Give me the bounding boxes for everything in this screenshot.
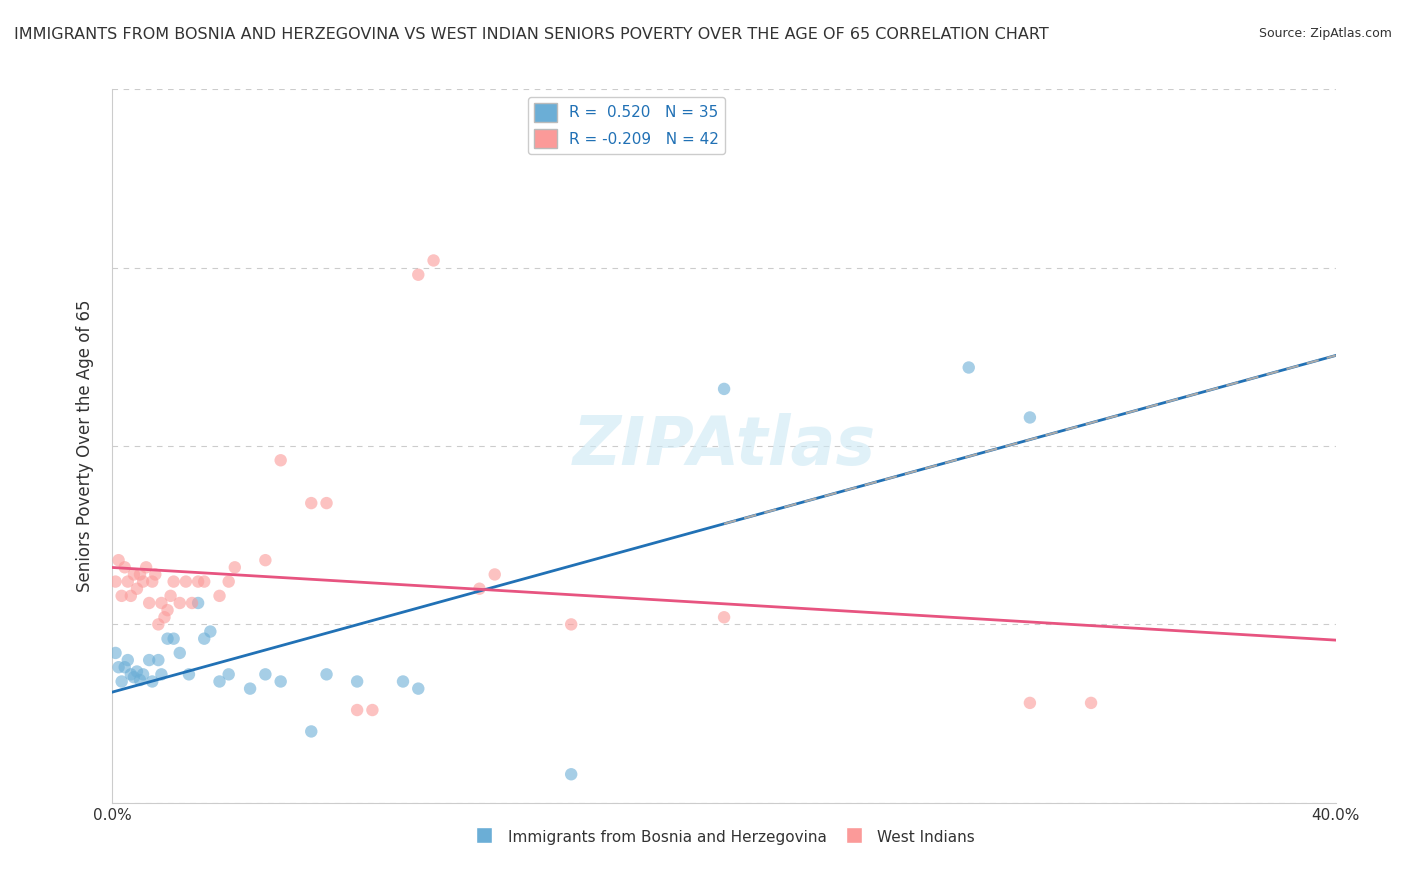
Point [114,560,136,574]
Point [315,496,337,510]
Point [422,253,444,268]
Point [208,674,231,689]
Point [299,724,322,739]
Point [159,589,181,603]
Point [156,632,179,646]
Point [122,670,145,684]
Point [125,582,148,596]
Point [153,610,176,624]
Point [132,667,155,681]
Point [346,674,368,689]
Text: Source: ZipAtlas.com: Source: ZipAtlas.com [1258,27,1392,40]
Point [193,632,215,646]
Point [181,596,204,610]
Point [1018,410,1040,425]
Point [150,596,173,610]
Point [560,767,582,781]
Point [138,596,160,610]
Point [392,674,415,689]
Point [143,567,166,582]
Point [193,574,215,589]
Point [187,574,209,589]
Point [138,653,160,667]
Point [957,360,980,375]
Point [111,674,134,689]
Text: ZIPAtlas: ZIPAtlas [572,413,876,479]
Point [129,673,152,687]
Point [218,667,240,681]
Point [169,646,191,660]
Point [120,589,142,603]
Point [125,665,148,679]
Point [141,674,163,689]
Point [141,574,163,589]
Point [132,574,155,589]
Point [484,567,506,582]
Point [239,681,262,696]
Point [713,382,735,396]
Point [163,574,186,589]
Point [468,582,491,596]
Point [163,632,186,646]
Point [713,610,735,624]
Point [218,574,240,589]
Point [254,667,277,681]
Point [150,667,173,681]
Text: IMMIGRANTS FROM BOSNIA AND HERZEGOVINA VS WEST INDIAN SENIORS POVERTY OVER THE A: IMMIGRANTS FROM BOSNIA AND HERZEGOVINA V… [14,27,1049,42]
Point [187,596,209,610]
Point [111,589,134,603]
Point [560,617,582,632]
Y-axis label: Seniors Poverty Over the Age of 65: Seniors Poverty Over the Age of 65 [76,300,94,592]
Point [156,603,179,617]
Point [177,667,200,681]
Point [148,653,170,667]
Point [104,646,127,660]
Point [148,617,170,632]
Point [200,624,222,639]
Point [346,703,368,717]
Point [104,574,127,589]
Point [122,567,145,582]
Point [1080,696,1102,710]
Point [114,660,136,674]
Point [254,553,277,567]
Point [117,574,139,589]
Point [315,667,337,681]
Point [107,660,129,674]
Point [120,667,142,681]
Point [270,674,292,689]
Point [174,574,197,589]
Point [117,653,139,667]
Point [224,560,246,574]
Point [361,703,384,717]
Point [107,553,129,567]
Legend: Immigrants from Bosnia and Herzegovina, West Indians: Immigrants from Bosnia and Herzegovina, … [467,822,981,852]
Point [208,589,231,603]
Point [270,453,292,467]
Point [408,681,430,696]
Point [299,496,322,510]
Point [169,596,191,610]
Point [1018,696,1040,710]
Point [129,567,152,582]
Point [408,268,430,282]
Point [135,560,157,574]
